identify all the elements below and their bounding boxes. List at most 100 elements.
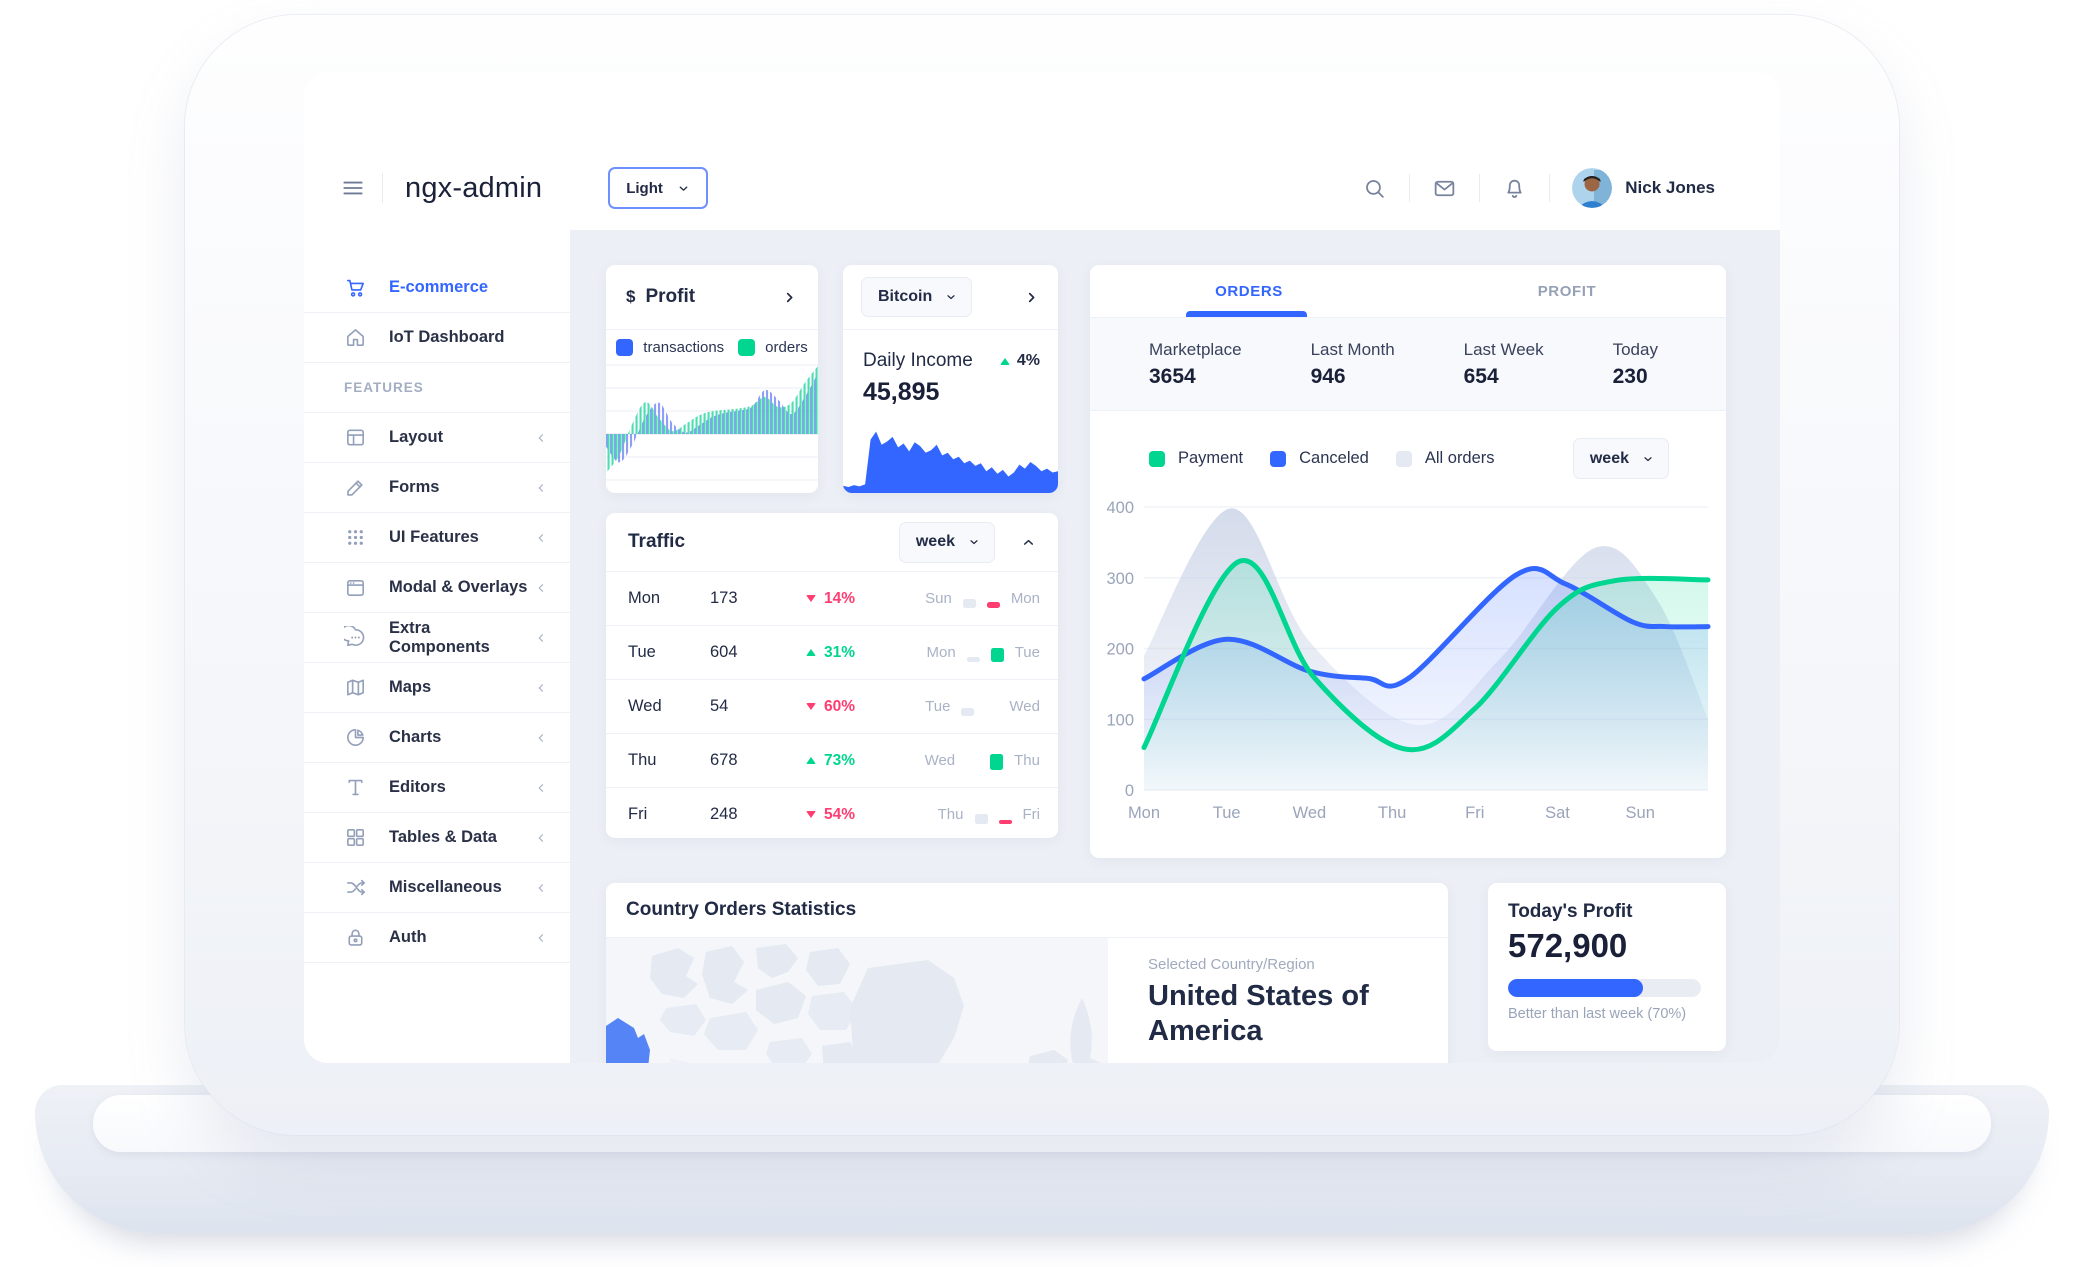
svg-text:Sat: Sat: [1545, 804, 1570, 822]
chevron-left-icon: [534, 731, 548, 745]
legend-item-canceled[interactable]: Canceled: [1270, 449, 1369, 468]
stat-last-week: Last Week 654: [1463, 339, 1544, 388]
traffic-period-select[interactable]: week: [898, 521, 995, 563]
legend-item-orders[interactable]: orders: [738, 338, 808, 356]
legend-chip: [1149, 450, 1165, 467]
chevron-right-icon[interactable]: [1023, 289, 1040, 306]
sidebar-item-editors[interactable]: Editors: [304, 763, 570, 813]
chevron-left-icon: [534, 931, 548, 945]
sidebar-item-extra-components[interactable]: Extra Components: [304, 613, 570, 663]
arrow-down-icon: [806, 595, 816, 602]
svg-text:Wed: Wed: [1293, 804, 1327, 822]
bitcoin-card-header: Bitcoin: [843, 265, 1058, 330]
compare-bar-current: [998, 819, 1012, 824]
home-icon: [344, 326, 367, 349]
header-divider: [382, 173, 383, 203]
chevron-left-icon: [534, 631, 548, 645]
traffic-row-wed: Wed 54 60% Tue Wed: [606, 680, 1058, 734]
chevron-left-icon: [534, 581, 548, 595]
legend-item-payment[interactable]: Payment: [1149, 449, 1243, 468]
sidebar-item-layout[interactable]: Layout: [304, 413, 570, 463]
delta-up: 73%: [806, 752, 855, 770]
currency-symbol: $: [626, 287, 636, 306]
traffic-row-mon: Mon 173 14% Sun Mon: [606, 572, 1058, 626]
sidebar-item-maps[interactable]: Maps: [304, 663, 570, 713]
sidebar-item-label: E-commerce: [389, 278, 489, 296]
theme-select[interactable]: Light: [608, 167, 708, 209]
profit-card: $ Profit transactions orders: [606, 265, 818, 493]
tab-profit[interactable]: PROFIT: [1537, 282, 1597, 300]
progress-caption: Better than last week (70%): [1508, 1006, 1687, 1022]
legend-chip: [738, 338, 756, 356]
currency-select[interactable]: Bitcoin: [861, 277, 973, 317]
sidebar-item-modal-overlays[interactable]: Modal & Overlays: [304, 563, 570, 613]
collapse-chevron-up-icon[interactable]: [1021, 535, 1036, 550]
chevron-right-icon[interactable]: [781, 289, 798, 306]
today-profit-title: Today's Profit: [1508, 901, 1633, 922]
today-profit-card: Today's Profit 572,900 Better than last …: [1488, 883, 1726, 1051]
chevron-down-icon: [945, 291, 957, 303]
delta-up: 31%: [806, 644, 855, 662]
sidebar-item-label: Forms: [389, 478, 440, 496]
selected-country-label: Selected Country/Region: [1148, 956, 1315, 973]
sidebar-item-charts[interactable]: Charts: [304, 713, 570, 763]
arrow-up-icon: [999, 357, 1010, 365]
menu-icon[interactable]: [340, 175, 366, 201]
delta-down: 54%: [806, 806, 855, 824]
traffic-compare: Thu Fri: [937, 806, 1040, 824]
sidebar-item-e-commerce[interactable]: E-commerce: [304, 263, 570, 313]
sidebar-item-tables-data[interactable]: Tables & Data: [304, 813, 570, 863]
sidebar-item-auth[interactable]: Auth: [304, 913, 570, 963]
svg-text:400: 400: [1106, 499, 1134, 517]
svg-text:300: 300: [1106, 570, 1134, 588]
country-card-title: Country Orders Statistics: [626, 899, 857, 920]
compare-bar-current: [990, 647, 1004, 662]
orders-stats: Marketplace 3654 Last Month 946 Last Week 654…: [1090, 317, 1726, 411]
compare-bar-prev: [974, 813, 988, 824]
user-name[interactable]: Nick Jones: [1625, 178, 1715, 197]
compare-bar-prev: [962, 598, 976, 608]
arrow-up-icon: [806, 649, 816, 656]
legend-item-transactions[interactable]: transactions: [616, 338, 724, 356]
chevron-left-icon: [534, 881, 548, 895]
profit-chart: [606, 363, 818, 481]
sidebar-item-label: IoT Dashboard: [389, 328, 505, 346]
svg-text:Mon: Mon: [1128, 804, 1160, 822]
header-actions: Nick Jones: [1362, 168, 1715, 208]
sidebar: E-commerce IoT Dashboard FEATURES Layout For…: [304, 230, 570, 1063]
avatar[interactable]: [1572, 168, 1613, 208]
app-header: ngx-admin Light: [304, 72, 1780, 230]
active-tab-underline: [1186, 311, 1307, 317]
bitcoin-metrics: Daily Income 4% 45,895: [843, 330, 1058, 407]
sidebar-item-iot-dashboard[interactable]: IoT Dashboard: [304, 313, 570, 363]
world-map[interactable]: [606, 938, 1108, 1063]
layout-icon: [344, 426, 367, 449]
sidebar-item-label: Layout: [389, 428, 444, 446]
sidebar-item-ui-features[interactable]: UI Features: [304, 513, 570, 563]
sidebar-item-forms[interactable]: Forms: [304, 463, 570, 513]
daily-income-delta: 4%: [999, 352, 1040, 370]
message-circle-icon: [344, 626, 367, 649]
svg-text:Thu: Thu: [1378, 804, 1406, 822]
sidebar-item-label: Editors: [389, 778, 446, 796]
svg-text:Tue: Tue: [1213, 804, 1241, 822]
chevron-left-icon: [534, 531, 548, 545]
compare-bar-current: [990, 753, 1004, 770]
legend-item-all-orders[interactable]: All orders: [1395, 449, 1495, 468]
traffic-rows: Mon 173 14% Sun Mon Tue 604 31% Mon Tue Wed 54 60% Tu…: [606, 572, 1058, 838]
today-profit-value: 572,900: [1508, 927, 1628, 964]
selected-country-name: United States of America: [1148, 980, 1369, 1048]
traffic-card-title: Traffic: [628, 531, 686, 552]
edit-icon: [344, 476, 367, 499]
search-icon[interactable]: [1362, 176, 1387, 201]
chevron-down-icon: [677, 182, 690, 195]
orders-period-select[interactable]: week: [1572, 438, 1669, 479]
map-icon: [344, 676, 367, 699]
svg-text:Fri: Fri: [1465, 804, 1484, 822]
email-icon[interactable]: [1432, 176, 1457, 201]
sidebar-section-label: FEATURES: [304, 363, 570, 413]
chevron-left-icon: [534, 681, 548, 695]
bell-icon[interactable]: [1502, 176, 1527, 201]
sidebar-item-miscellaneous[interactable]: Miscellaneous: [304, 863, 570, 913]
tab-orders[interactable]: ORDERS: [1215, 282, 1283, 300]
